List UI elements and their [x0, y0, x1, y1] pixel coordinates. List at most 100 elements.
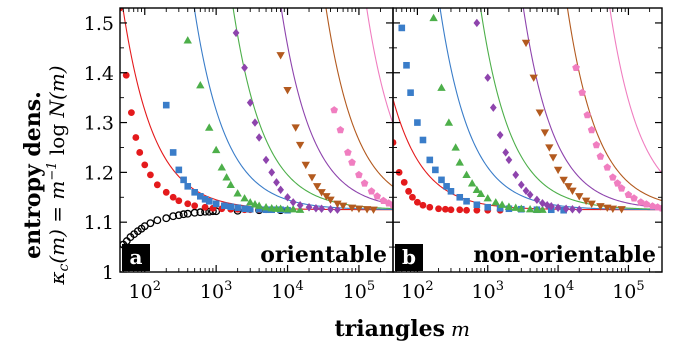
data-point-red: [463, 206, 470, 214]
data-point-green: [517, 204, 526, 212]
series-red: [393, 139, 504, 214]
data-point-purple: [517, 180, 525, 190]
data-point-purple: [305, 203, 313, 212]
data-point-black: [174, 211, 183, 220]
y-tick-label: 1: [102, 262, 114, 284]
series-purple: [473, 18, 583, 214]
data-point-red: [191, 202, 199, 210]
data-point-brown: [608, 205, 618, 213]
data-point-brown: [535, 109, 545, 117]
data-point-black: [196, 208, 205, 217]
fit-curve-red: [122, 10, 393, 211]
y-tick-label: 1.1: [84, 212, 114, 234]
data-point-purple: [277, 185, 284, 195]
data-point-green: [240, 194, 249, 202]
data-point-green: [196, 81, 205, 89]
data-point-brown: [295, 141, 305, 150]
data-point-purple: [569, 205, 576, 214]
data-point-purple: [251, 118, 259, 127]
data-point-purple: [289, 198, 297, 207]
data-point-pink: [355, 170, 363, 179]
data-point-purple: [539, 199, 546, 208]
data-point-brown: [575, 193, 584, 201]
data-point-brown: [301, 161, 310, 170]
data-point-purple: [246, 98, 254, 107]
data-point-green: [288, 205, 298, 213]
data-point-red: [419, 201, 427, 209]
data-point-pink: [624, 190, 633, 198]
data-point-blue: [234, 204, 241, 212]
data-point-purple: [512, 170, 520, 180]
data-point-brown: [564, 183, 573, 191]
data-point-purple: [255, 133, 263, 142]
data-point-purple: [502, 148, 510, 157]
data-point-green: [222, 173, 231, 181]
data-point-brown: [568, 187, 577, 196]
data-point-black: [146, 219, 155, 228]
panel-a: 102 103 104 105 1 1.1 1.2 1.3 1.4 1.5 a orientable: [84, 7, 394, 303]
data-point-blue: [473, 201, 481, 209]
panel-letter: b: [402, 245, 416, 269]
data-point-blue: [496, 204, 504, 212]
data-point-purple: [241, 63, 248, 72]
data-point-pink: [592, 141, 601, 149]
series-brown: [521, 39, 626, 214]
data-point-blue: [175, 166, 183, 174]
data-point-black: [153, 216, 162, 225]
data-point-brown: [587, 200, 596, 208]
data-point-brown: [317, 189, 326, 197]
series-red: [120, 8, 270, 214]
data-point-pink: [389, 201, 393, 209]
data-point-green: [467, 179, 477, 187]
data-point-red: [141, 161, 149, 169]
data-point-green: [183, 36, 192, 44]
data-point-purple: [318, 204, 325, 213]
data-point-brown: [307, 174, 317, 182]
plot-frame: [119, 7, 394, 273]
data-point-green: [226, 180, 235, 188]
data-point-green: [525, 205, 535, 213]
data-point-purple: [489, 103, 497, 112]
data-point-purple: [273, 178, 280, 187]
fit-curve-pink: [609, 8, 662, 174]
data-point-blue: [426, 156, 434, 164]
data-point-pink: [367, 187, 376, 195]
data-point-brown: [347, 204, 357, 212]
data-point-purple: [232, 28, 240, 38]
data-point-red: [405, 187, 413, 195]
data-point-red: [393, 139, 397, 146]
data-point-purple: [327, 205, 334, 214]
fit-curve-blue: [439, 8, 662, 211]
data-point-brown: [545, 144, 554, 152]
data-point-brown: [553, 166, 563, 175]
data-point-purple: [575, 205, 583, 214]
data-point-pink: [330, 106, 338, 114]
data-point-blue: [162, 101, 170, 109]
data-point-purple: [533, 195, 541, 204]
data-point-green: [538, 205, 547, 213]
data-point-blue: [227, 203, 235, 211]
data-point-pink: [373, 192, 381, 200]
data-point-purple: [562, 204, 570, 213]
data-point-purple: [547, 202, 555, 211]
data-point-brown: [283, 87, 292, 95]
data-point-red: [147, 171, 154, 179]
data-point-purple: [312, 204, 320, 213]
data-point-brown: [521, 39, 531, 48]
data-point-red: [128, 109, 135, 117]
data-point-green: [511, 203, 520, 211]
data-point-brown: [596, 203, 605, 211]
x-tick-label: 102: [401, 279, 433, 303]
data-point-blue: [212, 200, 220, 208]
data-point-green: [504, 202, 514, 210]
data-point-blue: [560, 206, 567, 214]
data-point-red: [153, 181, 161, 189]
data-point-green: [429, 13, 438, 22]
data-point-brown: [354, 205, 364, 213]
data-point-purple: [334, 205, 341, 214]
data-point-blue: [398, 24, 406, 32]
data-point-blue: [447, 188, 455, 195]
x-tick-label: 104: [271, 279, 303, 303]
data-point-brown: [559, 176, 568, 185]
data-point-pink: [578, 88, 586, 96]
